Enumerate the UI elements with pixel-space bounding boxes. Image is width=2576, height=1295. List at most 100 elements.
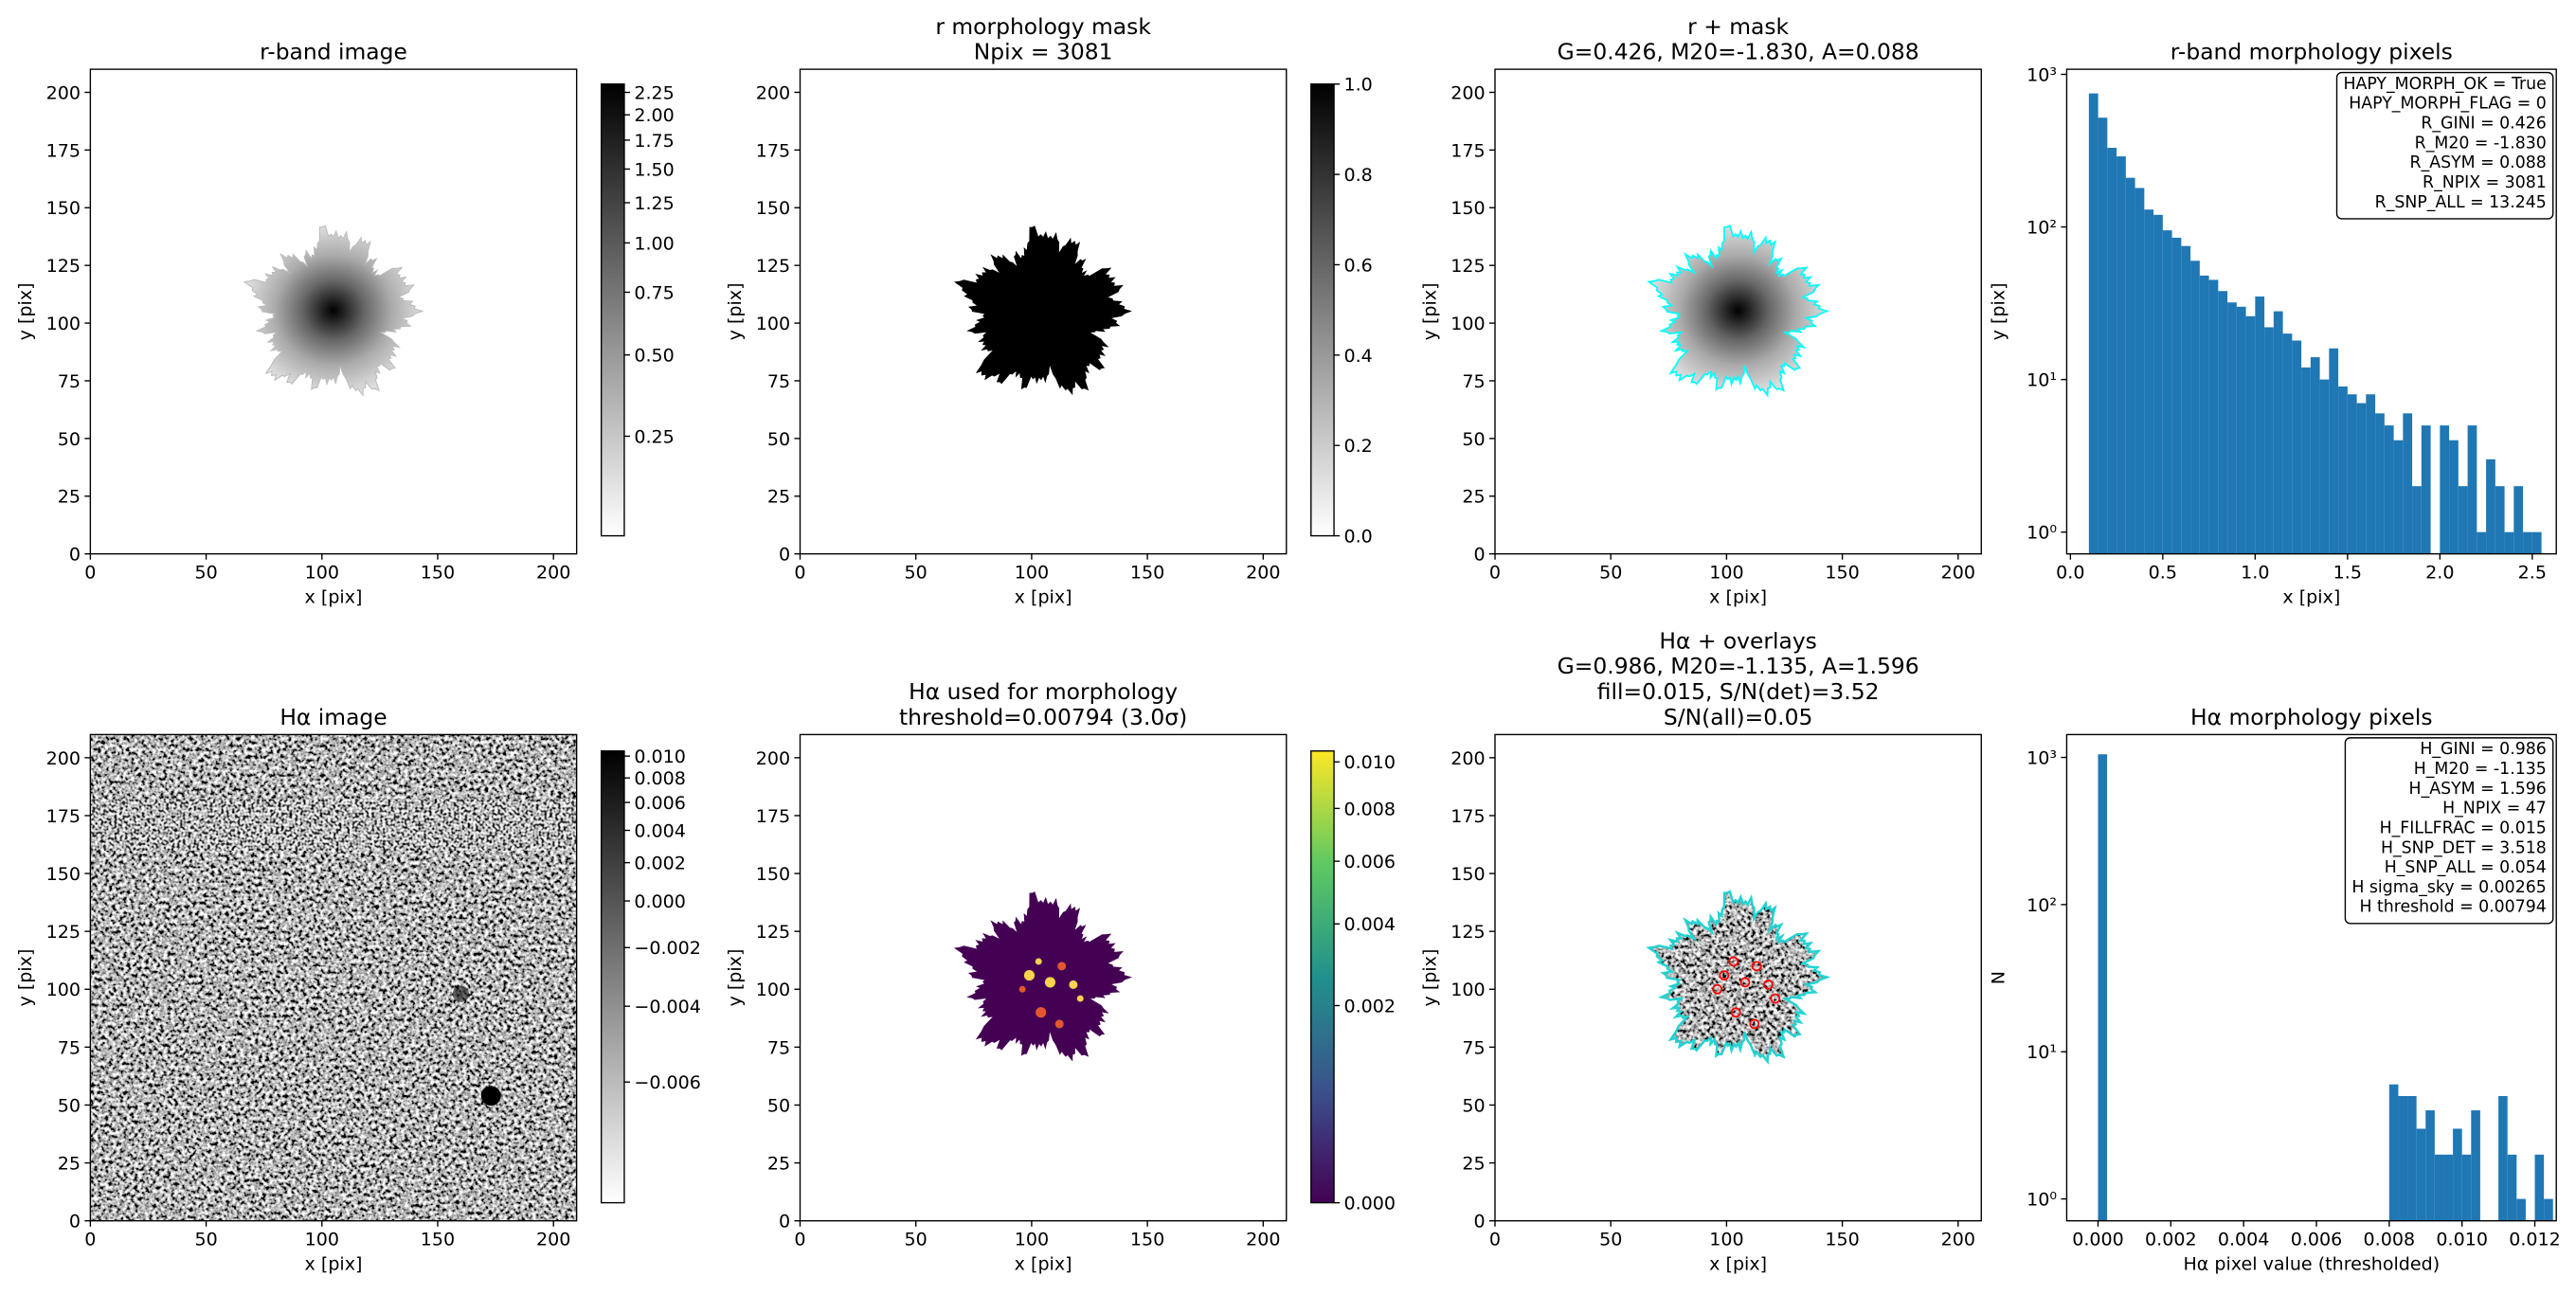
y-axis-label: y [pix]	[15, 282, 36, 340]
annotation-text: H_GINI = 0.986	[2420, 740, 2546, 759]
mask	[953, 225, 1132, 396]
x-tick-label: 2.0	[2425, 563, 2454, 584]
panel: 0 50 100 150 200 0 25 50 75 100 125 150 175 200 x [pix…	[15, 39, 675, 608]
y-tick-label: 25	[767, 487, 790, 508]
colorbar-tick-label: 0.004	[1343, 914, 1396, 935]
x-tick-label: 50	[194, 1230, 217, 1250]
x-tick-label: 0	[794, 1230, 805, 1250]
colorbar	[1310, 750, 1335, 1204]
colorbar-tick-label: 0.010	[1343, 752, 1396, 773]
y-tick-label: 125	[1450, 256, 1485, 277]
chart-title: Hα image	[279, 704, 387, 730]
colorbar-tick-label: 0.50	[634, 346, 674, 367]
bar	[2398, 1095, 2408, 1221]
colorbar-tick-label: 2.25	[634, 82, 674, 103]
annotation-text: R_GINI = 0.426	[2421, 115, 2546, 134]
y-tick-label: 10¹	[2027, 1042, 2057, 1063]
bar	[2366, 394, 2376, 554]
chart-title: r-band morphology pixels	[2171, 39, 2453, 65]
y-tick-label: 200	[46, 748, 81, 769]
bar	[2162, 230, 2172, 554]
y-tick-label: 75	[1462, 371, 1485, 392]
bar	[2531, 531, 2542, 554]
x-tick-label: 0.000	[2072, 1230, 2124, 1250]
bar	[2486, 459, 2495, 554]
chart-title: S/N(all)=0.05	[1664, 704, 1813, 730]
x-axis-label: x [pix]	[2282, 587, 2340, 608]
colorbar-tick-label: 1.25	[634, 193, 674, 214]
colorbar-tick-label: 0.000	[1343, 1194, 1396, 1214]
x-tick-label: 200	[1941, 563, 1975, 584]
x-tick-label: 100	[1709, 563, 1743, 584]
bar	[2507, 1154, 2517, 1221]
x-tick-label: 0.006	[2291, 1230, 2343, 1250]
x-axis-label: x [pix]	[1709, 1254, 1767, 1275]
x-tick-label: 0	[84, 1230, 96, 1250]
y-tick-label: 25	[767, 1154, 790, 1175]
chart-title: r + mask	[1687, 13, 1789, 40]
y-tick-label: 10⁰	[2027, 523, 2057, 544]
plot-area	[953, 225, 1132, 396]
y-tick-label: 200	[46, 82, 81, 103]
noise-band	[90, 799, 577, 851]
y-tick-label: 200	[756, 748, 790, 769]
y-tick-label: 150	[46, 198, 81, 219]
bar	[2190, 261, 2200, 554]
x-axis-label: x [pix]	[305, 1254, 363, 1275]
x-tick-label: 1.0	[2241, 563, 2269, 584]
x-tick-label: 100	[305, 1230, 339, 1250]
annotation-text: H_NPIX = 47	[2442, 800, 2547, 818]
y-tick-label: 150	[46, 864, 81, 885]
panel: 0 50 100 150 200 0 25 50 75 100 125 150 175 200 x [pix…	[15, 704, 701, 1275]
y-tick-label: 10⁰	[2027, 1190, 2057, 1211]
bar	[2458, 486, 2468, 554]
bar	[2477, 531, 2487, 554]
colorbar-tick-label: 0.006	[1343, 852, 1396, 872]
x-tick-label: 0	[794, 563, 805, 584]
bar	[2467, 425, 2477, 554]
annotation-text: R_ASYM = 0.088	[2410, 153, 2547, 172]
y-tick-label: 125	[1450, 922, 1485, 943]
bar	[2388, 1084, 2399, 1221]
bar	[2516, 1198, 2526, 1221]
y-tick-label: 175	[756, 140, 790, 161]
bar	[2144, 209, 2154, 554]
axes-frame	[799, 733, 1288, 1222]
bar	[2199, 275, 2209, 554]
bar	[2236, 306, 2246, 554]
y-tick-label: 50	[767, 1095, 790, 1116]
colorbar-tick-label: 0.75	[634, 282, 674, 303]
y-tick-label: 0	[1473, 545, 1485, 566]
y-tick-label: 50	[58, 429, 81, 450]
x-axis-label: x [pix]	[1015, 587, 1072, 608]
y-tick-label: 50	[767, 429, 790, 450]
y-tick-label: 200	[1450, 748, 1485, 769]
x-tick-label: 0.012	[2509, 1230, 2561, 1250]
bar	[2412, 486, 2422, 554]
x-tick-label: 50	[1599, 1230, 1622, 1250]
colorbar-tick-label: 1.0	[1343, 75, 1372, 96]
x-tick-label: 2.5	[2518, 563, 2547, 584]
hot-spot	[1057, 962, 1067, 971]
panel: 0 50 100 150 200 0 25 50 75 100 125 150 175 200 x [pix…	[1420, 13, 1982, 608]
x-tick-label: 200	[1941, 1230, 1975, 1250]
chart-title: Hα morphology pixels	[2190, 704, 2433, 730]
x-tick-label: 100	[1709, 1230, 1743, 1250]
detection-contour	[1728, 956, 1739, 967]
detection-contour	[1712, 983, 1723, 995]
y-tick-label: 25	[58, 487, 81, 508]
bar	[2421, 425, 2431, 554]
colorbar-tick-label: 0.008	[634, 768, 686, 789]
colorbar	[1310, 83, 1335, 537]
y-tick-label: 175	[756, 806, 790, 827]
bar	[2338, 386, 2348, 554]
bar	[2504, 531, 2514, 554]
y-tick-label: 150	[756, 864, 790, 885]
x-tick-label: 100	[1015, 563, 1049, 584]
x-axis-label: Hα pixel value (thresholded)	[2183, 1254, 2440, 1275]
x-tick-label: 0	[84, 563, 96, 584]
x-tick-label: 150	[1825, 563, 1859, 584]
annotation-text: HAPY_MORPH_FLAG = 0	[2349, 95, 2547, 114]
annotation-text: H_SNP_ALL = 0.054	[2385, 858, 2547, 877]
